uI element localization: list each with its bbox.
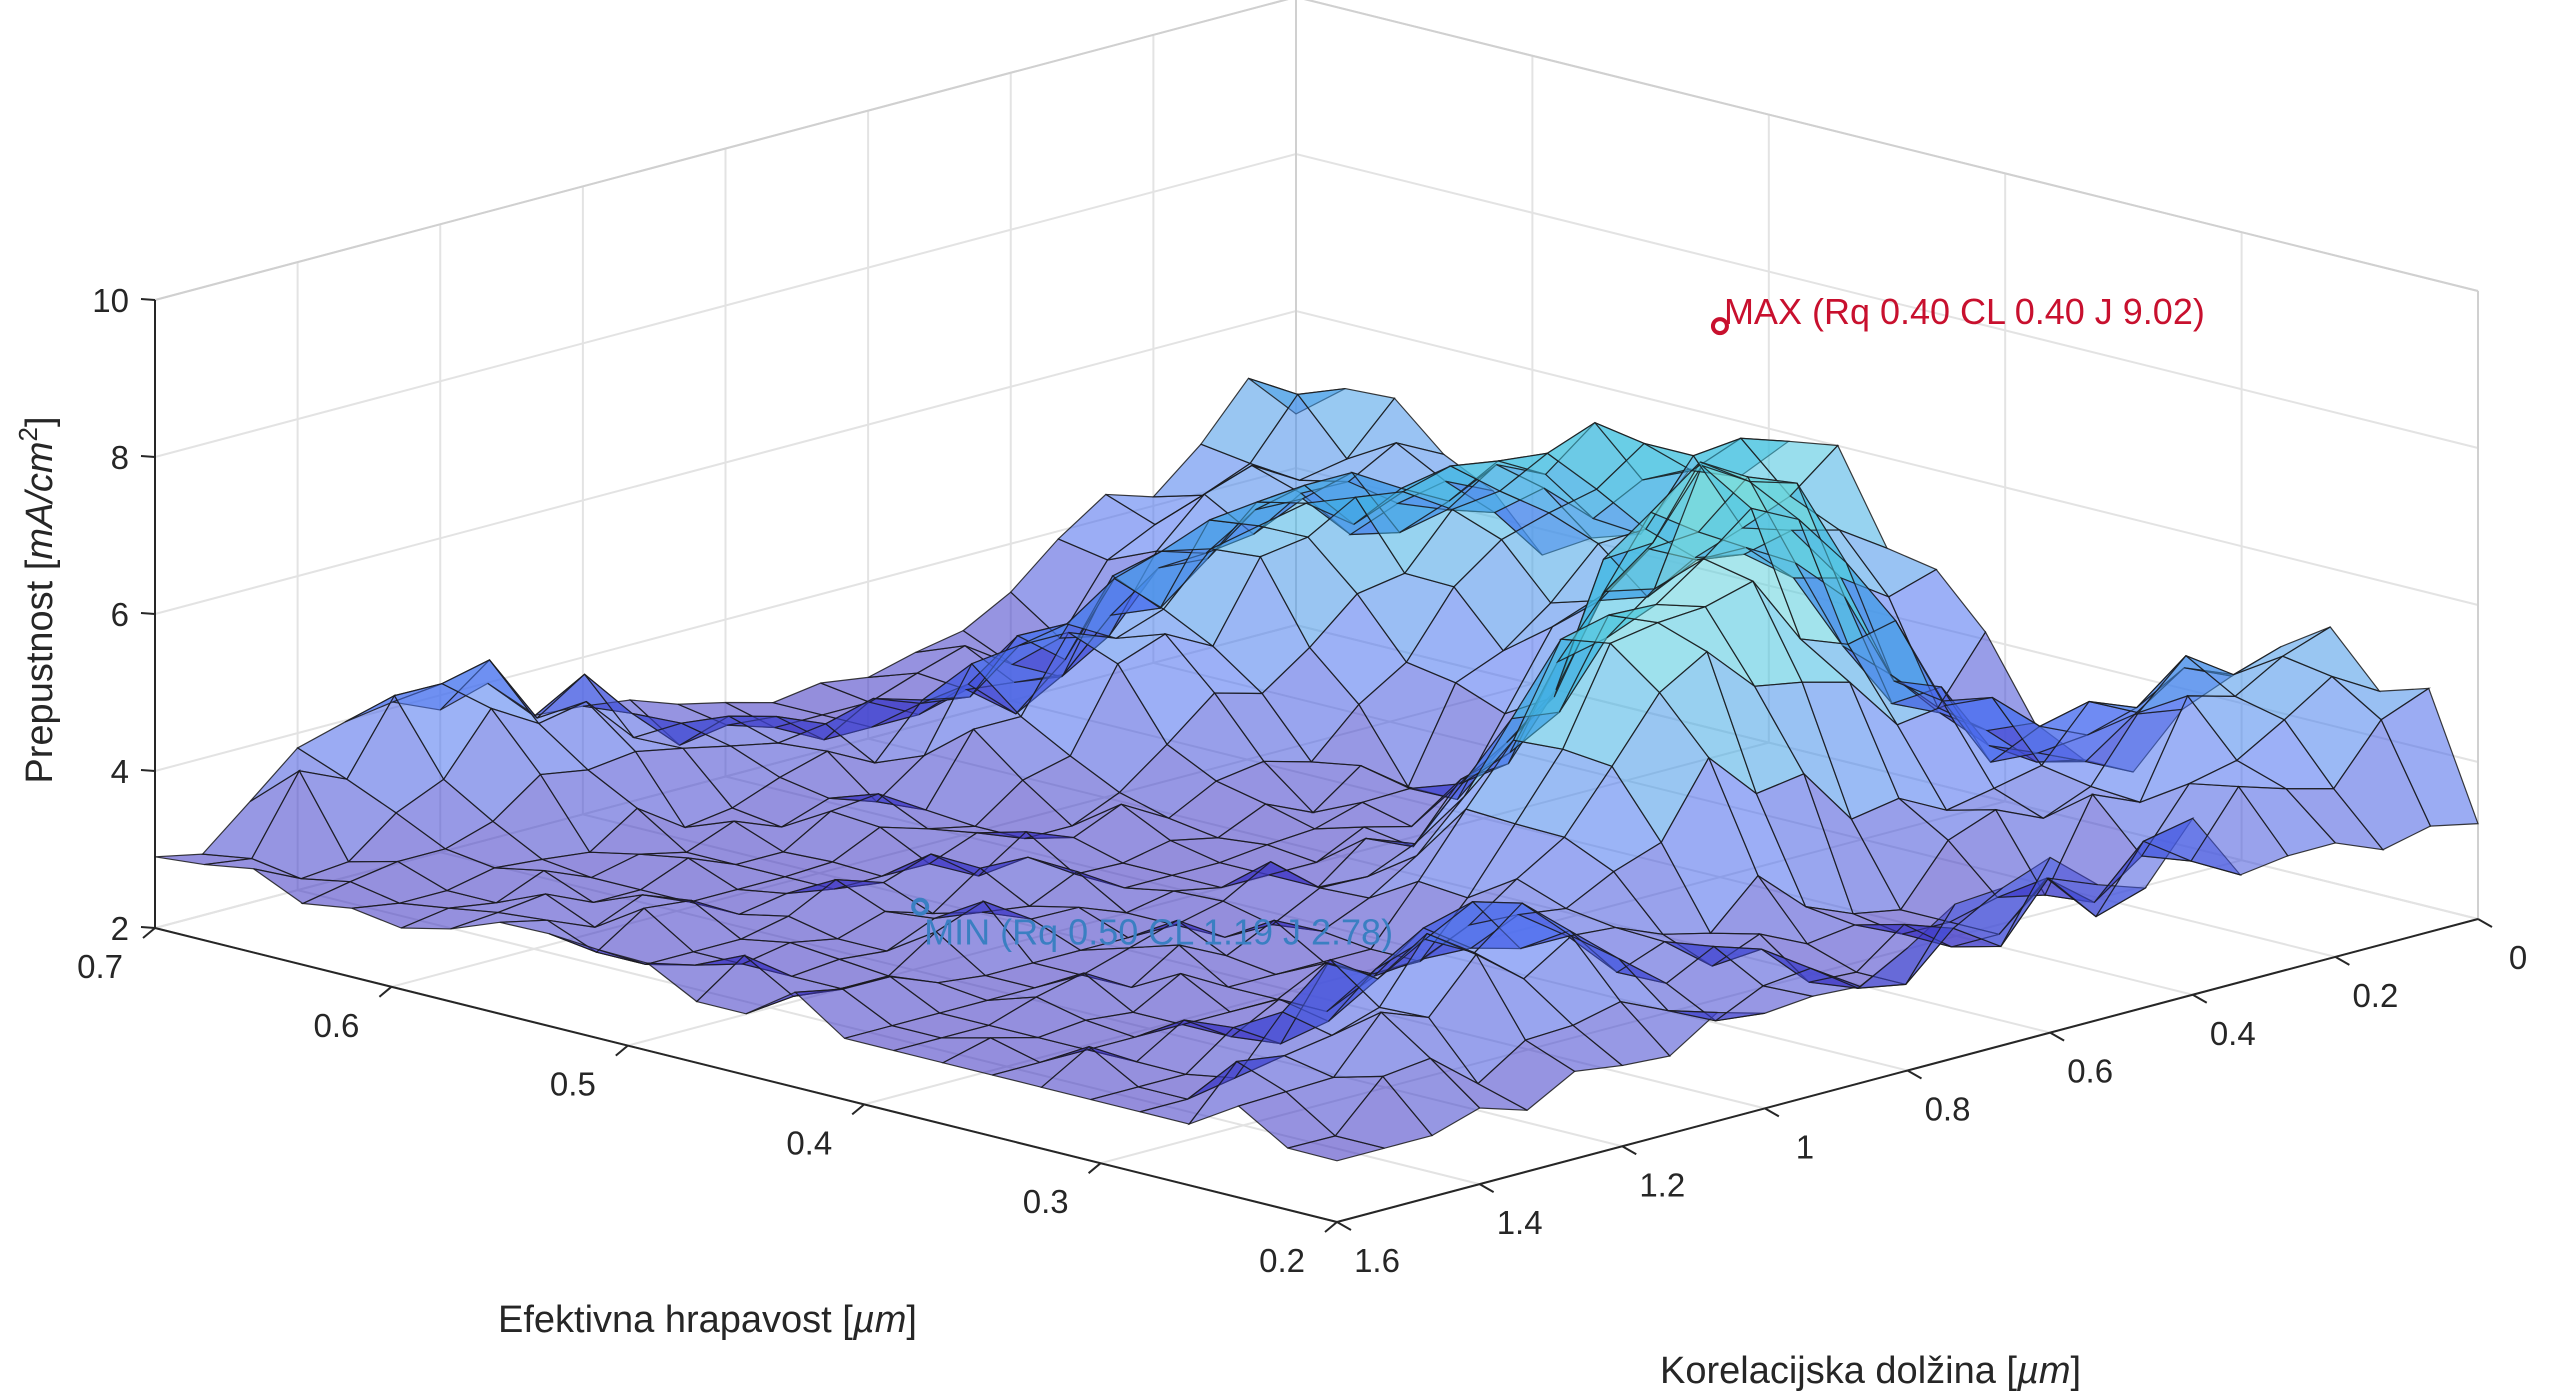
y-tick-label: 1.4 [1497, 1204, 1543, 1241]
max-marker [1710, 317, 1729, 336]
x-tick [615, 1044, 629, 1057]
x-tick-label: 0.6 [314, 1007, 360, 1044]
z-tick-label: 8 [111, 439, 129, 476]
surface-mesh [154, 377, 2479, 1162]
x-tick [1087, 1162, 1102, 1174]
z-tick [140, 455, 156, 458]
z-tick-label: 10 [92, 282, 129, 319]
x-tick-label: 0.5 [550, 1066, 596, 1103]
y-tick-label: 1.6 [1354, 1242, 1400, 1279]
x-axis-label: Efektivna hrapavost [µm] [498, 1299, 917, 1341]
y-tick [1336, 1221, 1352, 1231]
axis-box-edge [1303, 0, 2479, 292]
y-tick-label: 0.2 [2352, 977, 2398, 1014]
surface-face [2380, 687, 2479, 827]
y-tick [2334, 956, 2350, 966]
x-tick-label: 0.7 [77, 948, 123, 985]
wall-grid-line [154, 0, 2479, 301]
y-tick-label: 0 [2509, 939, 2527, 976]
x-tick [1324, 1221, 1338, 1233]
max-annotation: MAX (Rq 0.40 CL 0.40 J 9.02) [1724, 291, 2205, 332]
y-tick [1621, 1145, 1637, 1156]
y-tick-label: 0.8 [1925, 1091, 1971, 1128]
z-tick [140, 769, 156, 772]
annotations: MAX (Rq 0.40 CL 0.40 J 9.02) MIN (Rq 0.50… [911, 291, 2205, 953]
axis-line [154, 927, 1338, 1223]
z-tick-label: 2 [111, 910, 129, 947]
z-tick-label: 6 [111, 596, 129, 633]
z-axis-label: Prepustnost [mA/cm2] [13, 416, 61, 783]
y-axis-label: Korelacijska dolžina [µm] [1660, 1350, 2081, 1392]
z-tick [140, 926, 156, 929]
x-tick [142, 927, 156, 939]
x-tick [851, 1103, 865, 1116]
min-marker [911, 897, 930, 916]
min-annotation: MIN (Rq 0.50 CL 1.19 J 2.78) [924, 912, 1393, 953]
y-tick-label: 0.4 [2210, 1015, 2256, 1052]
y-tick-label: 1 [1796, 1128, 1814, 1165]
y-tick-label: 1.2 [1639, 1166, 1685, 1203]
x-tick [378, 986, 393, 998]
z-tick [140, 298, 156, 301]
tick-labels: 2 4 6 8 10 0.7 0.6 0.5 0.4 0.3 0.2 0 0.2 0.4 0.6 0.8 1 1.… [77, 282, 2527, 1279]
y-tick [2049, 1031, 2065, 1042]
y-tick [1479, 1183, 1495, 1193]
x-tick-label: 0.3 [1023, 1183, 1069, 1220]
y-tick [2192, 993, 2208, 1004]
x-tick-label: 0.2 [1259, 1242, 1305, 1279]
y-tick [2477, 918, 2493, 928]
axis-box-edge [154, 0, 1289, 301]
z-tick [140, 612, 156, 615]
y-tick [1907, 1069, 1922, 1080]
y-tick-label: 0.6 [2067, 1053, 2113, 1090]
z-tick-label: 4 [111, 753, 129, 790]
x-tick-label: 0.4 [786, 1124, 832, 1161]
y-tick [1764, 1107, 1780, 1118]
